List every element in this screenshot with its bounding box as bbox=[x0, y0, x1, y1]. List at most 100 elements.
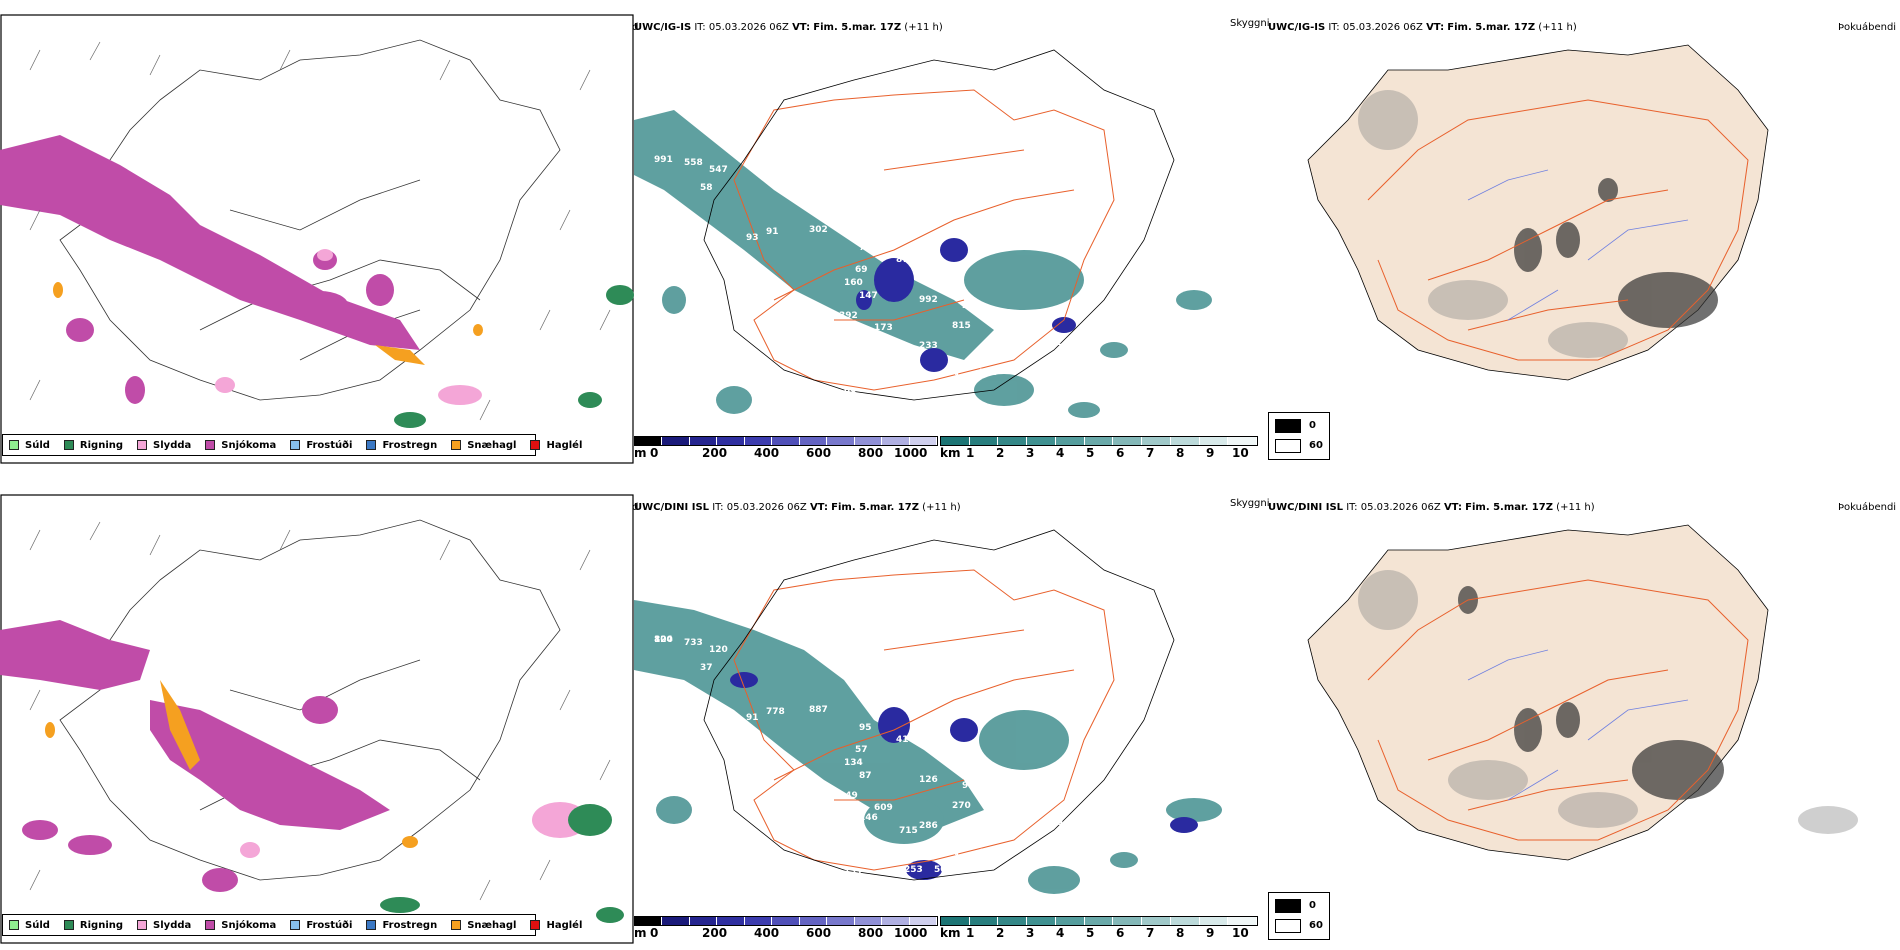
vis-m-tick: 0 bbox=[650, 446, 659, 460]
vis-m-unit: m bbox=[634, 926, 647, 940]
vis-m-tick: 200 bbox=[702, 446, 728, 460]
row2-cloud-legend: 0 60 bbox=[1268, 892, 1330, 940]
legend-swatch bbox=[290, 920, 301, 930]
row1-vis-m-colorbar bbox=[634, 436, 938, 446]
visibility-value-label: 887 bbox=[809, 705, 828, 715]
visibility-value-label: 14 bbox=[954, 853, 967, 863]
visibility-value-label: 102 bbox=[1044, 338, 1063, 348]
vis-m-tick: 0 bbox=[650, 926, 659, 940]
row1-visibility-map: 991 558 547 58 93 91 302 73 87 69 160 147 992 392 220 1… bbox=[634, 49, 1212, 433]
vis-km-tick: 7 bbox=[1146, 446, 1155, 460]
colorbar-segment bbox=[689, 917, 718, 925]
visibility-value-label: 991 bbox=[654, 155, 673, 165]
colorbar-segment bbox=[969, 917, 999, 925]
visibility-value-label: 992 bbox=[919, 295, 938, 305]
vis-m-tick: 800 bbox=[858, 446, 884, 460]
vis-km-tick: 2 bbox=[996, 926, 1005, 940]
legend-item-sudd: Súld bbox=[9, 920, 50, 931]
colorbar-segment bbox=[969, 437, 999, 445]
legend-item-frostregn: Frostregn bbox=[366, 440, 437, 451]
row2-cloud-panel: UWC/DINI ISL IT: 05.03.2026 06Z VT: Fim.… bbox=[1268, 480, 1900, 950]
colorbar-segment bbox=[1113, 437, 1143, 445]
visibility-value-label: 192 bbox=[964, 838, 983, 848]
visibility-value-label: 84 bbox=[934, 385, 947, 395]
colorbar-segment bbox=[635, 437, 663, 445]
colorbar-segment bbox=[662, 437, 690, 445]
row2-vis-m-ticks: m 0 200 400 600 800 1000 bbox=[634, 926, 944, 942]
colorbar-segment bbox=[1142, 437, 1171, 445]
colorbar-segment bbox=[909, 437, 937, 445]
visibility-value-label: 962 bbox=[962, 781, 981, 791]
legend-swatch bbox=[9, 920, 19, 930]
row1-cloud-header: UWC/IG-IS IT: 05.03.2026 06Z VT: Fim. 5.… bbox=[1268, 22, 1577, 33]
vis-km-tick: 8 bbox=[1176, 446, 1185, 460]
visibility-value-label: 100 bbox=[654, 635, 673, 645]
row1-visibility-header: UWC/IG-IS IT: 05.03.2026 06Z VT: Fim. 5.… bbox=[634, 22, 943, 33]
row2-precip-legend: Súld Rigning Slydda Snjókoma Frostúði Fr… bbox=[2, 914, 582, 936]
colorbar-segment bbox=[1084, 917, 1114, 925]
cloud-legend-swatch-white bbox=[1275, 439, 1301, 453]
row1-cloud-map bbox=[1307, 44, 1769, 381]
visibility-value-label: 392 bbox=[839, 311, 858, 321]
row1-cloud-title: Þokuábendi bbox=[1838, 22, 1897, 33]
legend-item-snjokoma: Snjókoma bbox=[205, 920, 276, 931]
colorbar-segment bbox=[1199, 437, 1229, 445]
vis-m-tick: 400 bbox=[754, 926, 780, 940]
colorbar-segment bbox=[1027, 437, 1056, 445]
cloud-legend-label: 0 bbox=[1309, 420, 1316, 431]
vis-km-tick: 7 bbox=[1146, 926, 1155, 940]
vis-km-unit: km bbox=[940, 446, 961, 460]
legend-item-slydda: Slydda bbox=[137, 920, 191, 931]
row2-cloud-map bbox=[1307, 524, 1858, 861]
visibility-value-label: 233 bbox=[919, 341, 938, 351]
visibility-value-label: 87 bbox=[896, 255, 909, 265]
visibility-value-label: 173 bbox=[874, 323, 893, 333]
vis-km-tick: 10 bbox=[1232, 926, 1249, 940]
vis-km-tick: 6 bbox=[1116, 926, 1125, 940]
legend-swatch bbox=[451, 440, 462, 450]
colorbar-segment bbox=[689, 437, 718, 445]
vis-km-tick: 4 bbox=[1056, 446, 1065, 460]
vis-m-tick: 600 bbox=[806, 926, 832, 940]
colorbar-segment bbox=[1228, 437, 1258, 445]
visibility-value-label: 415 bbox=[859, 333, 878, 343]
legend-item-frostregn: Frostregn bbox=[366, 920, 437, 931]
visibility-value-label: 733 bbox=[684, 638, 703, 648]
vis-m-tick: 1000 bbox=[894, 446, 928, 460]
visibility-value-label: 147 bbox=[859, 291, 878, 301]
visibility-value-label: 270 bbox=[952, 801, 971, 811]
colorbar-segment bbox=[662, 917, 690, 925]
colorbar-segment bbox=[854, 437, 883, 445]
visibility-value-label: 57 bbox=[855, 745, 868, 755]
visibility-value-label: 126 bbox=[919, 775, 938, 785]
visibility-value-label: 220 bbox=[962, 301, 981, 311]
row2-precip-map bbox=[0, 494, 634, 944]
visibility-value-label: 253 bbox=[904, 865, 923, 875]
vis-km-tick: 4 bbox=[1056, 926, 1065, 940]
row1-visibility-panel: UWC/IG-IS IT: 05.03.2026 06Z VT: Fim. 5.… bbox=[634, 0, 1270, 470]
legend-item-rigning: Rigning bbox=[63, 920, 123, 931]
row1-vis-km-colorbar bbox=[940, 436, 1258, 446]
visibility-value-label: 121 bbox=[844, 868, 863, 878]
visibility-value-label: 778 bbox=[766, 707, 785, 717]
cloud-legend-swatch-black bbox=[1275, 899, 1301, 913]
colorbar-segment bbox=[772, 437, 800, 445]
row2-visibility-header: UWC/DINI ISL IT: 05.03.2026 06Z VT: Fim.… bbox=[634, 502, 961, 513]
visibility-value-label: 302 bbox=[809, 225, 828, 235]
visibility-value-label: 556 bbox=[979, 368, 998, 378]
visibility-value-label: 547 bbox=[709, 165, 728, 175]
colorbar-segment bbox=[1084, 437, 1114, 445]
legend-swatch bbox=[290, 440, 301, 450]
row2-vis-km-colorbar bbox=[940, 916, 1258, 926]
colorbar-segment bbox=[799, 437, 828, 445]
visibility-value-label: 25 bbox=[886, 845, 899, 855]
cloud-legend-swatch-black bbox=[1275, 419, 1301, 433]
colorbar-segment bbox=[1199, 917, 1229, 925]
colorbar-segment bbox=[882, 437, 910, 445]
vis-km-tick: 5 bbox=[1086, 446, 1095, 460]
legend-item-slydda: Slydda bbox=[137, 440, 191, 451]
visibility-value-label: 286 bbox=[919, 821, 938, 831]
colorbar-segment bbox=[1055, 917, 1085, 925]
colorbar-segment bbox=[827, 437, 855, 445]
legend-item-frostudi: Frostúði bbox=[290, 920, 352, 931]
